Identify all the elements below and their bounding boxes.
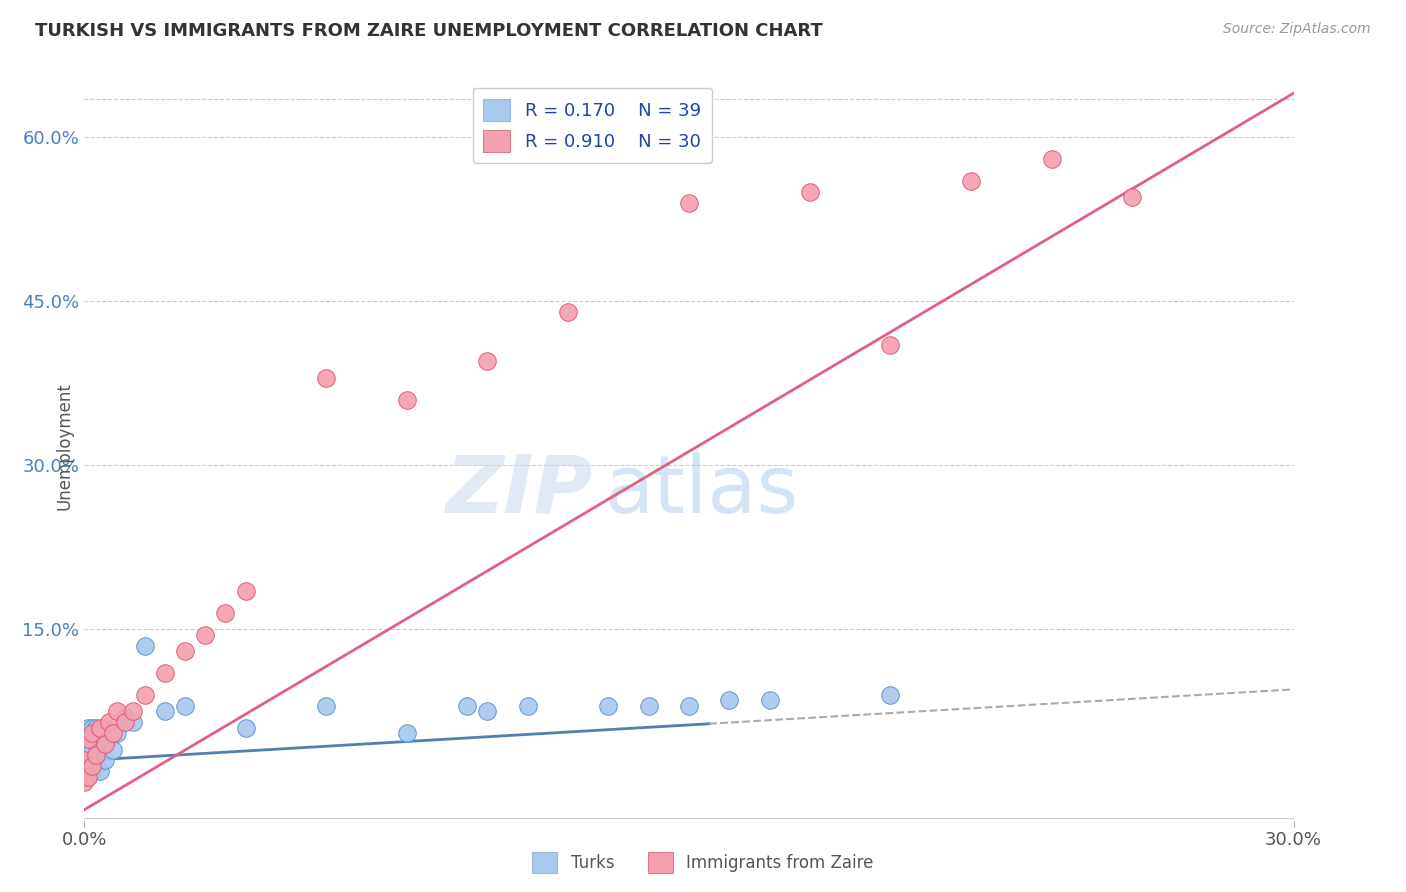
Point <box>77 770 100 784</box>
Point <box>121 704 143 718</box>
Point <box>235 721 257 735</box>
Point <box>73 775 96 789</box>
Point <box>73 731 96 746</box>
Point <box>395 392 418 407</box>
Point <box>101 742 124 756</box>
Point <box>235 583 257 598</box>
Point <box>86 737 108 751</box>
Point <box>97 715 120 730</box>
Point <box>82 721 104 735</box>
Point <box>477 354 499 368</box>
Point <box>82 764 104 779</box>
Point <box>73 754 96 768</box>
Point <box>879 338 901 352</box>
Point <box>194 628 217 642</box>
Point <box>718 693 741 707</box>
Point <box>73 754 96 768</box>
Point <box>97 731 120 746</box>
Legend: R = 0.170    N = 39, R = 0.910    N = 30: R = 0.170 N = 39, R = 0.910 N = 30 <box>472 88 711 162</box>
Point <box>73 742 96 756</box>
Point <box>598 698 620 713</box>
Point <box>516 698 538 713</box>
Legend: Turks, Immigrants from Zaire: Turks, Immigrants from Zaire <box>526 846 880 880</box>
Point <box>315 698 337 713</box>
Point <box>105 704 128 718</box>
Point <box>77 731 100 746</box>
Point <box>86 759 108 773</box>
Point <box>82 759 104 773</box>
Point <box>153 665 176 680</box>
Point <box>960 174 983 188</box>
Point <box>93 737 115 751</box>
Point <box>153 704 176 718</box>
Point <box>678 195 700 210</box>
Point <box>77 731 100 746</box>
Point <box>121 715 143 730</box>
Point <box>114 710 136 724</box>
Text: Source: ZipAtlas.com: Source: ZipAtlas.com <box>1223 22 1371 37</box>
Point <box>77 721 100 735</box>
Point <box>477 704 499 718</box>
Point <box>114 715 136 730</box>
Point <box>93 754 115 768</box>
Point <box>214 606 236 620</box>
Point <box>89 726 111 740</box>
Point <box>89 721 111 735</box>
Point <box>101 726 124 740</box>
Text: atlas: atlas <box>605 452 799 530</box>
Point <box>86 747 108 762</box>
Point <box>73 764 96 779</box>
Y-axis label: Unemployment: Unemployment <box>55 382 73 510</box>
Point <box>1040 152 1063 166</box>
Point <box>557 305 579 319</box>
Point <box>758 693 780 707</box>
Point <box>799 185 821 199</box>
Point <box>174 644 197 658</box>
Point <box>134 688 156 702</box>
Point <box>89 764 111 779</box>
Point <box>82 742 104 756</box>
Point <box>456 698 478 713</box>
Point <box>105 726 128 740</box>
Text: TURKISH VS IMMIGRANTS FROM ZAIRE UNEMPLOYMENT CORRELATION CHART: TURKISH VS IMMIGRANTS FROM ZAIRE UNEMPLO… <box>35 22 823 40</box>
Point <box>174 698 197 713</box>
Point <box>86 721 108 735</box>
Point <box>93 721 115 735</box>
Point <box>77 770 100 784</box>
Point <box>879 688 901 702</box>
Point <box>1121 190 1143 204</box>
Point <box>77 747 100 762</box>
Text: ZIP: ZIP <box>444 452 592 530</box>
Point <box>637 698 659 713</box>
Point <box>395 726 418 740</box>
Point <box>678 698 700 713</box>
Point <box>315 370 337 384</box>
Point <box>134 639 156 653</box>
Point <box>77 759 100 773</box>
Point <box>82 726 104 740</box>
